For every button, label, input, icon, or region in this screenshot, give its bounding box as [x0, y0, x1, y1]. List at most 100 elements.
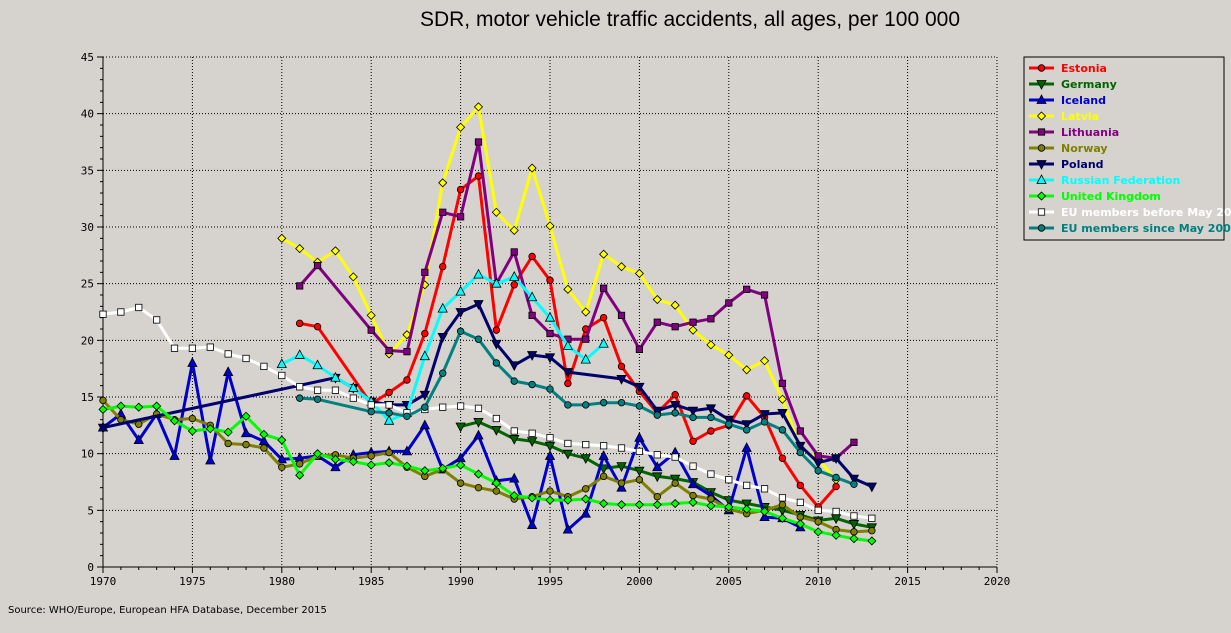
data-point-latvia — [438, 178, 448, 188]
data-point-latvia — [599, 249, 609, 259]
y-tick-label: 15 — [81, 391, 94, 404]
data-point-iceland — [205, 454, 216, 465]
x-tick-label: 1980 — [269, 575, 296, 588]
data-point-eu-members-since-may-2004 — [421, 403, 429, 411]
y-tick-label: 0 — [87, 561, 94, 574]
data-point-united-kingdom — [724, 502, 734, 512]
data-point-latvia — [330, 246, 341, 256]
data-point-eu-members-since-may-2004 — [617, 398, 626, 407]
data-point-eu-members-since-may-2004 — [456, 327, 465, 335]
data-point-norway — [260, 444, 268, 452]
data-point-lithuania — [421, 268, 429, 276]
legend-item-estonia: Estonia — [1029, 62, 1107, 75]
data-point-lithuania — [707, 315, 715, 323]
data-point-eu-members-since-may-2004 — [564, 401, 572, 409]
data-point-germany — [473, 418, 484, 428]
data-point-united-kingdom — [223, 427, 233, 437]
data-point-estonia — [528, 252, 536, 261]
legend-label: Lithuania — [1061, 126, 1119, 139]
data-point-united-kingdom — [420, 466, 430, 476]
data-point-poland — [759, 410, 770, 420]
legend-item-lithuania: Lithuania — [1029, 126, 1119, 139]
legend-item-poland: Poland — [1029, 158, 1104, 171]
data-point-united-kingdom — [652, 500, 662, 510]
data-point-eu-members-before-may-2004 — [153, 316, 161, 324]
data-point-eu-members-before-may-2004 — [492, 414, 500, 423]
data-point-eu-members-before-may-2004 — [510, 427, 518, 435]
data-point-poland — [526, 351, 538, 361]
data-point-united-kingdom — [849, 534, 859, 544]
data-point-united-kingdom — [259, 429, 269, 439]
data-point-eu-members-before-may-2004 — [349, 394, 357, 402]
data-point-united-kingdom — [706, 501, 716, 511]
data-point-united-kingdom — [599, 498, 609, 509]
data-point-germany — [509, 435, 520, 445]
data-point-estonia — [403, 376, 411, 384]
data-point-norway — [492, 487, 501, 495]
y-tick-label: 35 — [81, 164, 94, 177]
data-point-germany — [544, 441, 556, 452]
data-point-estonia — [295, 319, 304, 328]
x-tick-label: 1990 — [447, 575, 474, 588]
data-point-iceland — [419, 419, 431, 430]
data-point-eu-members-since-may-2004 — [832, 473, 840, 482]
data-point-poland — [544, 353, 556, 364]
data-point-united-kingdom — [795, 519, 805, 529]
data-point-estonia — [313, 323, 322, 331]
data-point-united-kingdom — [527, 493, 537, 503]
data-point-eu-members-since-may-2004 — [528, 380, 536, 389]
data-point-united-kingdom — [384, 458, 394, 468]
data-point-eu-members-since-may-2004 — [725, 420, 733, 428]
data-point-united-kingdom — [438, 463, 448, 473]
data-point-latvia — [491, 207, 501, 217]
data-point-russian-federation — [455, 285, 466, 296]
data-point-eu-members-before-may-2004 — [135, 303, 143, 312]
data-point-united-kingdom — [241, 411, 251, 421]
series-layer — [97, 102, 878, 546]
data-point-latvia — [563, 284, 573, 294]
data-point-eu-members-since-may-2004 — [492, 359, 501, 367]
data-point-poland — [455, 308, 466, 318]
data-point-eu-members-before-may-2004 — [850, 512, 858, 520]
data-point-eu-members-before-may-2004 — [600, 442, 608, 450]
data-point-lithuania — [600, 284, 608, 292]
x-tick-label: 1970 — [90, 575, 117, 588]
data-point-estonia — [778, 454, 787, 462]
data-point-poland — [509, 361, 520, 372]
data-point-iceland — [509, 472, 520, 483]
data-point-estonia — [546, 276, 554, 284]
data-point-norway — [671, 479, 679, 487]
legend-item-iceland: Iceland — [1029, 94, 1106, 107]
data-point-lithuania — [296, 282, 304, 290]
data-point-estonia — [742, 392, 751, 400]
chart-title: SDR, motor vehicle traffic accidents, al… — [419, 8, 961, 31]
data-point-lithuania — [367, 326, 375, 334]
legend-item-united-kingdom: United Kingdom — [1029, 190, 1161, 203]
data-point-lithuania — [850, 438, 858, 446]
data-point-united-kingdom — [98, 404, 108, 415]
series-poland — [97, 300, 878, 493]
data-point-norway — [582, 485, 590, 493]
data-point-eu-members-before-may-2004 — [313, 386, 322, 394]
data-point-united-kingdom — [402, 461, 412, 471]
data-point-latvia — [634, 268, 644, 279]
data-point-eu-members-before-may-2004 — [832, 507, 840, 516]
data-point-norway — [599, 472, 608, 481]
data-point-lithuania — [725, 299, 733, 307]
data-point-poland — [723, 415, 734, 426]
data-point-eu-members-before-may-2004 — [582, 440, 590, 449]
data-point-eu-members-before-may-2004 — [689, 462, 697, 470]
data-point-germany — [634, 466, 645, 477]
data-point-united-kingdom — [867, 536, 877, 546]
data-point-poland — [741, 420, 752, 431]
data-point-eu-members-before-may-2004 — [117, 308, 125, 316]
data-point-iceland — [526, 519, 538, 529]
data-point-lithuania — [689, 318, 697, 326]
data-point-latvia — [456, 122, 466, 132]
data-point-poland — [97, 423, 109, 434]
data-point-lithuania — [778, 379, 787, 388]
data-point-latvia — [527, 163, 537, 173]
data-point-latvia — [581, 307, 591, 317]
data-point-iceland — [187, 357, 198, 367]
